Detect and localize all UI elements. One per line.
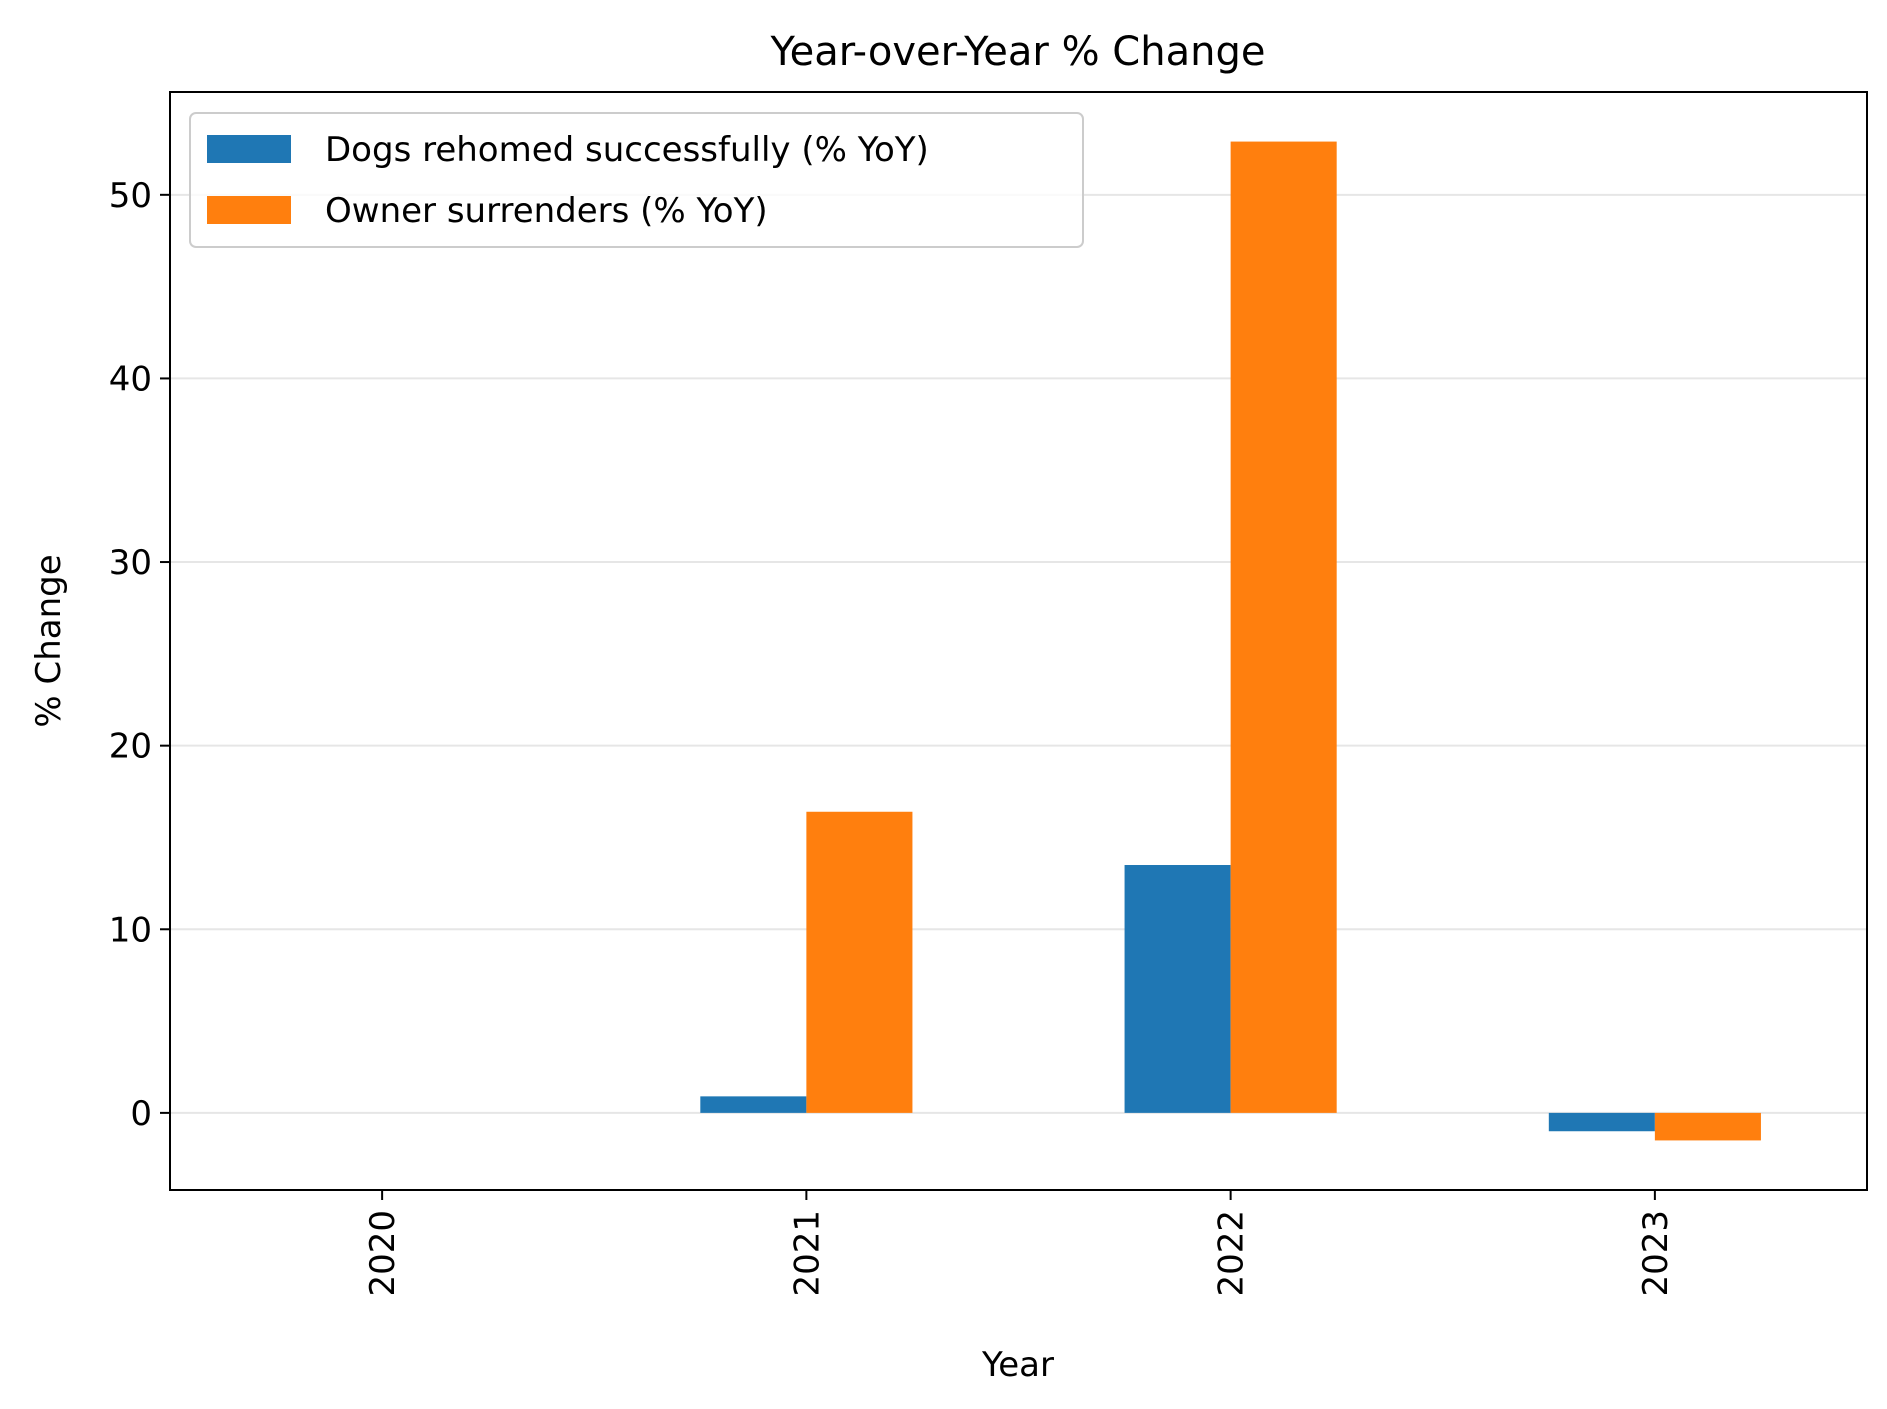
x-tick-label-2023: 2023 [1636, 1210, 1676, 1297]
y-axis-label: % Change [29, 554, 69, 727]
y-tick-label: 10 [109, 910, 152, 950]
bar-dogs-rehomed-2022 [1124, 865, 1231, 1113]
bar-owner-surrenders-2023 [1654, 1112, 1761, 1141]
x-tick-label-2021: 2021 [787, 1210, 827, 1297]
x-tick-label-2022: 2022 [1212, 1210, 1252, 1297]
bar-owner-surrenders-2022 [1230, 141, 1337, 1113]
bar-dogs-rehomed-2023 [1548, 1112, 1655, 1132]
legend-box [189, 112, 1084, 248]
y-tick-label: 30 [109, 543, 152, 583]
bars [700, 141, 1761, 1141]
grid-lines [170, 193, 1867, 1114]
legend: Dogs rehomed successfully (% YoY) Owner … [189, 112, 1084, 248]
x-axis-ticks: 2020 2021 2022 2023 [363, 1190, 1676, 1297]
x-tick-label-2020: 2020 [363, 1210, 403, 1297]
y-tick-label: 50 [109, 176, 152, 216]
y-tick-label: 0 [130, 1094, 152, 1134]
legend-swatch-dogs-rehomed [207, 135, 291, 163]
y-tick-label: 40 [109, 359, 152, 399]
bar-dogs-rehomed-2021 [700, 1096, 807, 1113]
y-axis-ticks: 0 10 20 30 40 50 [109, 176, 170, 1134]
y-tick-label: 20 [109, 727, 152, 767]
legend-swatch-owner-surrenders [207, 196, 291, 224]
plot-frame [169, 91, 1868, 1191]
chart-title: Year-over-Year % Change [770, 29, 1266, 75]
x-axis-label: Year [981, 1345, 1054, 1385]
legend-label-owner-surrenders: Owner surrenders (% YoY) [325, 191, 768, 231]
legend-label-dogs-rehomed: Dogs rehomed successfully (% YoY) [325, 130, 929, 170]
bar-owner-surrenders-2021 [806, 811, 913, 1113]
